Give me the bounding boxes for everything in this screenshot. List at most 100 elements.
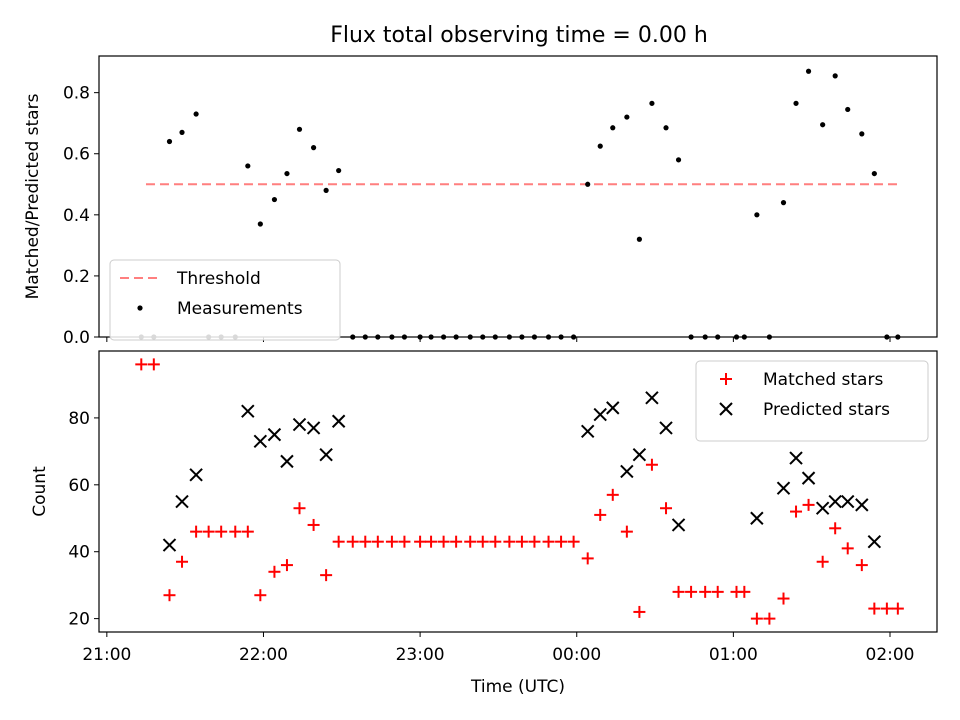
y-tick-label: 80: [68, 409, 90, 429]
data-point: [845, 106, 851, 113]
data-point: [245, 163, 251, 169]
data-point: [685, 585, 698, 598]
legend-marker: [719, 402, 733, 416]
y-tick-label: 0.6: [63, 145, 90, 165]
y-tick-label: 0.2: [63, 267, 90, 287]
y-axis-label: Matched/Predicted stars: [23, 93, 43, 299]
data-point: [633, 605, 646, 618]
data-point: [202, 525, 215, 538]
data-point: [331, 414, 346, 428]
data-point: [450, 535, 463, 548]
data-point: [766, 334, 773, 340]
data-point: [350, 334, 356, 340]
x-tick-label: 21:00: [82, 645, 131, 665]
data-point: [855, 498, 869, 512]
data-point: [135, 358, 148, 371]
legend-label: Predicted stars: [763, 400, 890, 420]
data-point: [528, 535, 541, 548]
x-tick-label: 02:00: [866, 645, 915, 665]
data-point: [296, 126, 303, 132]
data-point: [320, 569, 333, 582]
data-point: [645, 458, 658, 471]
x-tick-label: 00:00: [552, 645, 601, 665]
data-point: [754, 212, 760, 218]
data-point: [362, 334, 368, 340]
legend-marker: [137, 305, 143, 311]
data-point: [636, 236, 642, 242]
data-point: [319, 447, 333, 462]
data-point: [271, 196, 278, 203]
data-point: [257, 221, 263, 227]
data-point: [763, 612, 776, 625]
data-point: [284, 170, 290, 177]
data-point: [467, 334, 473, 340]
data-point: [841, 542, 854, 555]
legend-marker: [720, 373, 732, 385]
data-point: [190, 525, 203, 538]
data-point: [660, 502, 673, 515]
data-point: [649, 100, 655, 106]
data-point: [189, 468, 203, 482]
data-point: [425, 535, 438, 548]
data-point: [659, 421, 673, 435]
y-tick-label: 0.0: [63, 328, 90, 348]
data-point: [868, 602, 881, 615]
data-point: [793, 100, 799, 106]
data-point: [871, 170, 877, 177]
data-point: [519, 334, 525, 340]
data-point: [699, 585, 712, 598]
data-point: [280, 454, 294, 469]
data-point: [310, 145, 317, 151]
legend-label: Measurements: [177, 299, 303, 319]
chart-title: Flux total observing time = 0.00 h: [330, 23, 708, 48]
y-tick-label: 0.8: [63, 84, 90, 104]
plot-frame: [98, 55, 938, 338]
data-point: [385, 535, 398, 548]
series-predicted-stars: [162, 391, 882, 552]
plot-frame: [98, 350, 938, 633]
data-point: [292, 417, 307, 432]
top-legend: Threshold Measurements: [109, 259, 341, 341]
data-point: [346, 535, 359, 548]
data-point: [597, 143, 603, 149]
legend-box: [695, 360, 929, 442]
data-point: [375, 334, 381, 340]
data-point: [306, 421, 321, 435]
data-point: [414, 535, 427, 548]
data-point: [253, 434, 268, 449]
series-matched-stars: [135, 358, 904, 625]
data-point: [268, 565, 281, 578]
data-point: [531, 334, 538, 340]
data-point: [545, 334, 552, 340]
data-point: [293, 502, 306, 515]
data-point: [790, 505, 803, 518]
x-tick-label: 22:00: [239, 645, 288, 665]
data-point: [440, 334, 447, 340]
data-point: [371, 535, 384, 548]
data-point: [558, 334, 564, 340]
data-point: [241, 404, 255, 418]
data-point: [820, 122, 826, 128]
data-point: [815, 501, 830, 515]
data-point: [867, 534, 882, 549]
data-point: [624, 114, 630, 120]
y-axis-label: Count: [30, 466, 50, 517]
data-point: [215, 525, 228, 538]
data-point: [832, 73, 838, 79]
data-point: [489, 535, 502, 548]
data-point: [801, 471, 816, 485]
data-point: [841, 494, 855, 509]
data-point: [777, 592, 790, 605]
data-point: [254, 589, 267, 602]
data-point: [147, 358, 160, 371]
y-tick-label: 60: [68, 476, 90, 496]
data-point: [632, 447, 647, 462]
data-point: [437, 535, 450, 548]
y-tick-label: 0.4: [63, 206, 90, 226]
data-point: [336, 167, 342, 174]
data-point: [645, 391, 659, 405]
data-point: [585, 181, 591, 187]
data-point: [672, 585, 685, 598]
data-point: [175, 494, 189, 509]
